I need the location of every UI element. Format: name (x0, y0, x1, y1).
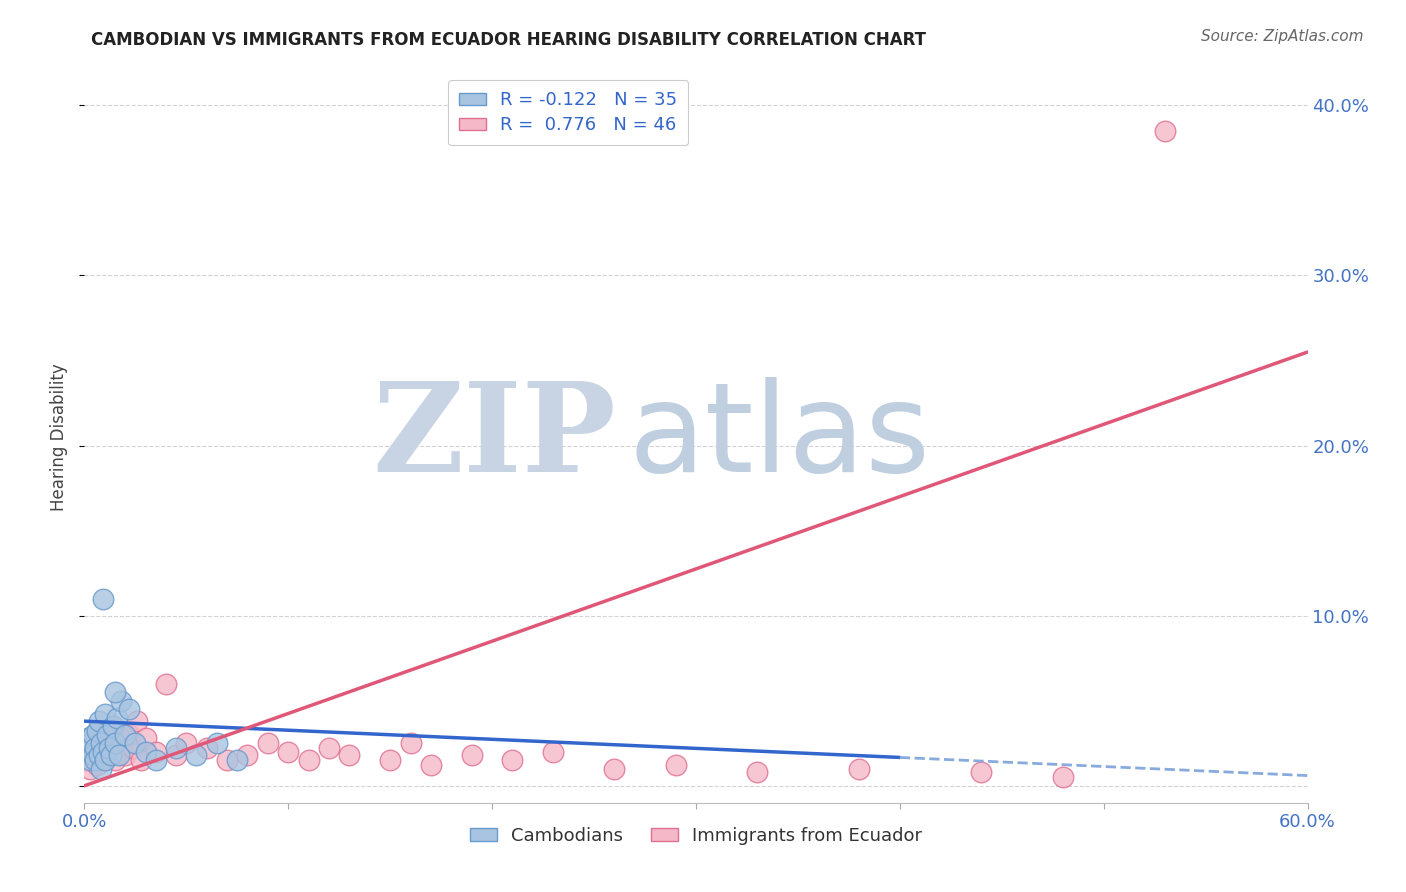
Point (101, 719, 124, 733)
Point (77, 731, 100, 746)
Text: Source: ZipAtlas.com: Source: ZipAtlas.com (1201, 29, 1364, 44)
Point (165, 741, 187, 756)
Point (399, 736, 422, 750)
Text: atlas: atlas (628, 376, 931, 498)
Point (145, 745, 167, 759)
Text: CAMBODIAN VS IMMIGRANTS FROM ECUADOR HEARING DISABILITY CORRELATION CHART: CAMBODIAN VS IMMIGRANTS FROM ECUADOR HEA… (91, 31, 927, 49)
Point (848, 762, 870, 776)
Point (91, 591, 114, 606)
Point (502, 753, 524, 767)
Point (97, 741, 120, 756)
Point (110, 694, 132, 708)
Point (90, 762, 112, 776)
Point (131, 753, 153, 767)
Point (82, 728, 104, 742)
Point (339, 748, 361, 763)
Point (90, 753, 112, 767)
Point (83, 748, 105, 763)
Point (82, 736, 104, 750)
Point (747, 765, 769, 780)
Point (87, 748, 110, 763)
Point (83, 753, 105, 767)
Point (217, 753, 239, 767)
Point (603, 762, 626, 776)
Point (104, 753, 127, 767)
Point (174, 736, 197, 750)
Point (236, 748, 259, 763)
Point (543, 745, 565, 759)
Point (195, 741, 218, 756)
Point (105, 745, 128, 759)
Point (91, 741, 114, 756)
Point (105, 711, 128, 725)
Point (86, 758, 108, 772)
Legend: Cambodians, Immigrants from Ecuador: Cambodians, Immigrants from Ecuador (463, 820, 929, 852)
Point (93, 707, 115, 722)
Point (298, 753, 321, 767)
Point (145, 753, 167, 767)
Point (1154, 124, 1177, 138)
Point (127, 714, 149, 728)
Point (79, 762, 101, 776)
Text: ZIP: ZIP (373, 376, 616, 498)
Point (83, 741, 105, 756)
Point (82, 748, 104, 763)
Point (205, 736, 228, 750)
Point (87, 714, 110, 728)
Point (108, 748, 131, 763)
Point (420, 758, 443, 772)
Point (155, 677, 177, 691)
Point (118, 728, 141, 742)
Point (461, 748, 484, 763)
Point (93, 748, 115, 763)
Y-axis label: Hearing Disability: Hearing Disability (51, 363, 69, 511)
Point (114, 748, 136, 763)
Point (118, 702, 141, 716)
Point (75, 745, 97, 759)
Point (165, 748, 187, 763)
Point (380, 753, 402, 767)
Point (75, 753, 97, 767)
Point (226, 753, 249, 767)
Point (665, 758, 688, 772)
Point (91, 745, 114, 759)
Point (114, 728, 136, 742)
Point (90, 736, 112, 750)
Point (318, 741, 340, 756)
Point (135, 731, 157, 746)
Point (96, 728, 118, 742)
Point (104, 685, 127, 699)
Point (186, 748, 208, 763)
Point (135, 745, 157, 759)
Point (100, 748, 122, 763)
Point (257, 736, 280, 750)
Point (97, 736, 120, 750)
Point (79, 753, 101, 767)
Point (110, 731, 132, 746)
Point (77, 745, 100, 759)
Point (277, 745, 299, 759)
Point (93, 753, 115, 767)
Point (86, 724, 108, 739)
Point (124, 736, 146, 750)
Point (970, 765, 993, 780)
Point (79, 736, 101, 750)
Point (1052, 770, 1074, 784)
Point (87, 728, 110, 742)
Point (101, 719, 124, 733)
Point (104, 736, 127, 750)
Point (122, 741, 145, 756)
